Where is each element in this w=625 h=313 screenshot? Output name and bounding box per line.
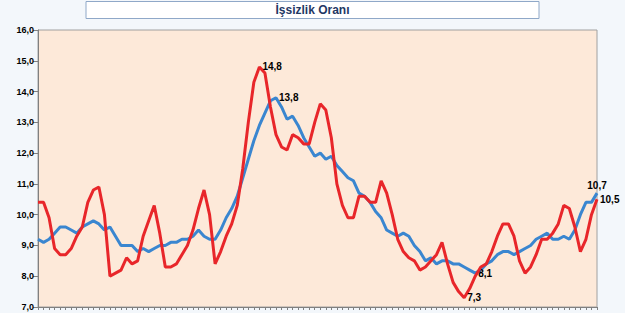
svg-text:7,0: 7,0	[21, 302, 34, 312]
svg-text:10,7: 10,7	[587, 180, 607, 191]
svg-text:13,0: 13,0	[16, 117, 34, 127]
svg-text:İşsizlik Oranı: İşsizlik Oranı	[275, 2, 349, 17]
svg-text:14,0: 14,0	[16, 87, 34, 97]
svg-text:8,0: 8,0	[21, 271, 34, 281]
svg-text:9,0: 9,0	[21, 240, 34, 250]
svg-text:13,8: 13,8	[279, 92, 299, 103]
svg-text:12,0: 12,0	[16, 148, 34, 158]
svg-text:16,0: 16,0	[16, 25, 34, 35]
svg-text:14,8: 14,8	[262, 61, 282, 72]
svg-text:11,0: 11,0	[17, 179, 34, 189]
svg-text:10,0: 10,0	[16, 210, 34, 220]
svg-text:7,3: 7,3	[467, 292, 481, 303]
svg-text:8,1: 8,1	[478, 267, 493, 279]
svg-text:15,0: 15,0	[16, 56, 34, 66]
svg-text:10,5: 10,5	[600, 194, 620, 205]
